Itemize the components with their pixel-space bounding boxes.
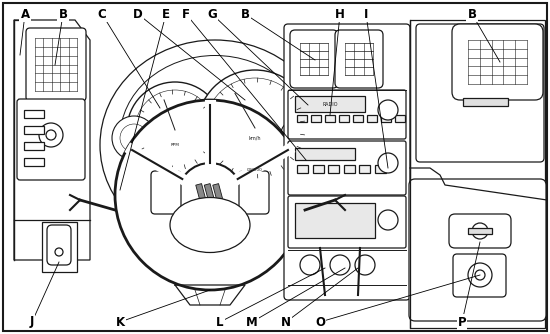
Bar [410,20,545,328]
Ellipse shape [120,55,310,220]
FancyBboxPatch shape [335,30,383,88]
Text: I: I [364,7,368,20]
FancyBboxPatch shape [26,28,86,101]
Circle shape [39,123,63,147]
Circle shape [378,153,398,173]
Text: B: B [240,7,250,20]
Bar [311,115,321,122]
Text: H: H [335,7,345,20]
Text: K: K [116,316,124,329]
Bar [297,165,308,173]
Text: G: G [207,7,217,20]
FancyBboxPatch shape [449,214,511,248]
Bar [24,126,44,134]
Bar [42,222,77,272]
Text: RPM: RPM [170,143,179,147]
FancyBboxPatch shape [17,99,85,180]
FancyBboxPatch shape [290,30,338,88]
Text: A: A [20,7,30,20]
Circle shape [468,263,492,287]
Text: M: M [246,316,258,329]
FancyBboxPatch shape [288,196,406,248]
Text: O: O [315,316,325,329]
Bar [165,174,265,182]
Circle shape [300,255,320,275]
Circle shape [178,163,242,227]
Bar [468,228,492,234]
Text: P: P [458,316,466,329]
Circle shape [46,130,56,140]
Text: C: C [98,7,106,20]
Circle shape [472,223,488,239]
Bar [395,115,405,122]
FancyBboxPatch shape [284,24,410,300]
FancyBboxPatch shape [452,24,543,100]
Bar [375,165,386,173]
Text: B: B [468,7,476,20]
Circle shape [120,124,148,152]
Bar [359,165,370,173]
Bar [24,110,44,118]
Circle shape [55,248,63,256]
Bar [24,158,44,166]
Circle shape [135,90,215,170]
Bar [24,142,44,150]
FancyBboxPatch shape [239,171,269,214]
Circle shape [115,100,305,290]
Bar [353,115,363,122]
Circle shape [330,255,350,275]
Polygon shape [204,184,216,206]
Text: D: D [133,7,143,20]
FancyBboxPatch shape [453,254,506,297]
Bar [344,165,355,173]
Bar [339,115,349,122]
Circle shape [378,210,398,230]
Ellipse shape [170,197,250,253]
Text: km/h: km/h [249,136,261,141]
Text: F: F [182,7,190,20]
Circle shape [280,116,324,160]
Bar [312,165,323,173]
FancyBboxPatch shape [288,90,406,139]
Polygon shape [196,184,207,206]
Circle shape [112,116,156,160]
Circle shape [205,78,305,178]
Text: RADIO: RADIO [322,102,338,107]
Circle shape [127,82,223,178]
Circle shape [288,124,316,152]
FancyBboxPatch shape [409,179,546,321]
Text: 000000: 000000 [247,168,263,172]
Circle shape [197,70,313,186]
Bar [295,148,355,160]
FancyBboxPatch shape [151,171,181,214]
Text: L: L [216,316,224,329]
Bar [295,96,365,112]
Circle shape [290,97,326,133]
Bar [367,115,377,122]
Bar [328,165,339,173]
Ellipse shape [100,40,330,250]
Bar [325,115,335,122]
Bar [230,165,280,175]
Bar [381,115,391,122]
Text: E: E [162,7,170,20]
Circle shape [475,270,485,280]
Bar [297,115,307,122]
Circle shape [355,255,375,275]
Circle shape [378,100,398,120]
Polygon shape [14,20,90,260]
Bar [295,203,375,238]
FancyBboxPatch shape [416,24,544,162]
Polygon shape [213,184,224,206]
FancyBboxPatch shape [288,141,406,195]
Bar [463,98,508,106]
FancyBboxPatch shape [47,225,71,265]
Text: B: B [58,7,68,20]
Text: J: J [30,316,34,329]
Text: N: N [281,316,291,329]
